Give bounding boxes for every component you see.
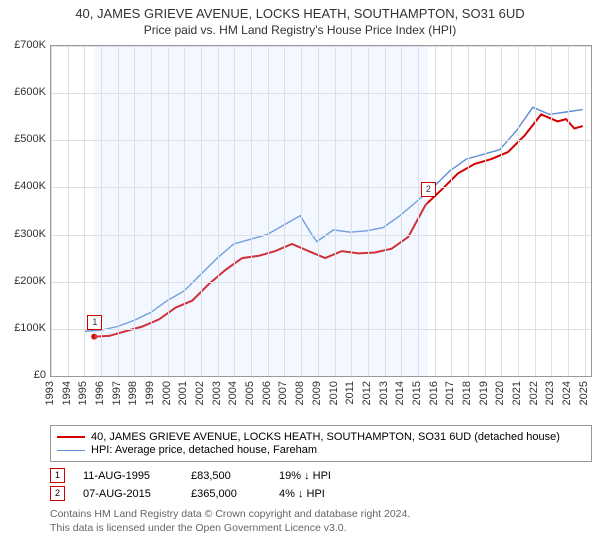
x-tick-label: 2025 [578, 381, 590, 405]
annotation-marker: 1 [50, 468, 65, 483]
y-axis: £0£100K£200K£300K£400K£500K£600K£700K [0, 45, 48, 375]
legend-label: HPI: Average price, detached house, Fare… [91, 444, 317, 456]
x-tick-label: 2009 [311, 381, 323, 405]
gridline-vertical [435, 46, 436, 376]
x-tick-label: 1997 [111, 381, 123, 405]
legend: 40, JAMES GRIEVE AVENUE, LOCKS HEATH, SO… [50, 425, 592, 462]
y-tick-label: £0 [34, 369, 46, 381]
x-tick-label: 1996 [94, 381, 106, 405]
sale-marker-1: 1 [87, 315, 102, 330]
x-tick-label: 2007 [277, 381, 289, 405]
y-tick-label: £200K [14, 275, 46, 287]
annotation-date: 07-AUG-2015 [83, 488, 173, 500]
legend-swatch [57, 450, 85, 451]
x-tick-label: 1994 [61, 381, 73, 405]
gridline-vertical [51, 46, 52, 376]
annotation-vs-hpi: 19% ↓ HPI [279, 470, 331, 482]
annotation-row: 1 11-AUG-1995 £83,500 19% ↓ HPI [50, 468, 592, 483]
y-tick-label: £100K [14, 322, 46, 334]
gridline-vertical [585, 46, 586, 376]
plot-region: 12 [50, 45, 592, 377]
gridline-vertical [568, 46, 569, 376]
chart-area: £0£100K£200K£300K£400K£500K£600K£700K 12… [0, 41, 600, 421]
x-axis: 1993199419951996199719981999200020012002… [50, 377, 592, 417]
x-tick-label: 2012 [361, 381, 373, 405]
annotation-price: £365,000 [191, 488, 261, 500]
annotation-date: 11-AUG-1995 [83, 470, 173, 482]
legend-item: 40, JAMES GRIEVE AVENUE, LOCKS HEATH, SO… [57, 431, 585, 443]
gridline-vertical [551, 46, 552, 376]
x-tick-label: 1995 [77, 381, 89, 405]
x-tick-label: 2006 [261, 381, 273, 405]
title-sub: Price paid vs. HM Land Registry's House … [0, 23, 600, 37]
legend-item: HPI: Average price, detached house, Fare… [57, 444, 585, 456]
x-tick-label: 2017 [444, 381, 456, 405]
x-tick-label: 2010 [328, 381, 340, 405]
x-tick-label: 2013 [378, 381, 390, 405]
x-tick-label: 2018 [461, 381, 473, 405]
x-tick-label: 1999 [144, 381, 156, 405]
sale-marker-2: 2 [421, 182, 436, 197]
footer-line-1: Contains HM Land Registry data © Crown c… [50, 507, 592, 521]
x-tick-label: 2008 [294, 381, 306, 405]
x-tick-label: 2003 [211, 381, 223, 405]
gridline-vertical [68, 46, 69, 376]
sale-annotations: 1 11-AUG-1995 £83,500 19% ↓ HPI 2 07-AUG-2015… [50, 468, 592, 501]
x-tick-label: 2019 [478, 381, 490, 405]
title-main: 40, JAMES GRIEVE AVENUE, LOCKS HEATH, SO… [0, 6, 600, 21]
legend-swatch [57, 436, 85, 438]
footer-attribution: Contains HM Land Registry data © Crown c… [50, 507, 592, 535]
y-tick-label: £600K [14, 86, 46, 98]
x-tick-label: 2016 [428, 381, 440, 405]
y-tick-label: £500K [14, 133, 46, 145]
gridline-vertical [84, 46, 85, 376]
y-tick-label: £700K [14, 39, 46, 51]
gridline-vertical [485, 46, 486, 376]
gridline-vertical [501, 46, 502, 376]
x-tick-label: 2022 [528, 381, 540, 405]
x-tick-label: 2014 [394, 381, 406, 405]
gridline-vertical [451, 46, 452, 376]
x-tick-label: 2020 [494, 381, 506, 405]
y-tick-label: £300K [14, 228, 46, 240]
x-tick-label: 2004 [227, 381, 239, 405]
owned-period-shade [94, 46, 428, 376]
legend-label: 40, JAMES GRIEVE AVENUE, LOCKS HEATH, SO… [91, 431, 560, 443]
x-tick-label: 2023 [544, 381, 556, 405]
x-tick-label: 1998 [127, 381, 139, 405]
annotation-vs-hpi: 4% ↓ HPI [279, 488, 325, 500]
gridline-vertical [468, 46, 469, 376]
x-tick-label: 2021 [511, 381, 523, 405]
x-tick-label: 1993 [44, 381, 56, 405]
x-tick-label: 2002 [194, 381, 206, 405]
x-tick-label: 2011 [344, 381, 356, 405]
y-tick-label: £400K [14, 180, 46, 192]
annotation-row: 2 07-AUG-2015 £365,000 4% ↓ HPI [50, 486, 592, 501]
x-tick-label: 2024 [561, 381, 573, 405]
annotation-price: £83,500 [191, 470, 261, 482]
gridline-vertical [518, 46, 519, 376]
chart-title: 40, JAMES GRIEVE AVENUE, LOCKS HEATH, SO… [0, 0, 600, 37]
gridline-vertical [535, 46, 536, 376]
x-tick-label: 2015 [411, 381, 423, 405]
x-tick-label: 2001 [177, 381, 189, 405]
x-tick-label: 2005 [244, 381, 256, 405]
x-tick-label: 2000 [161, 381, 173, 405]
footer-line-2: This data is licensed under the Open Gov… [50, 521, 592, 535]
annotation-marker: 2 [50, 486, 65, 501]
